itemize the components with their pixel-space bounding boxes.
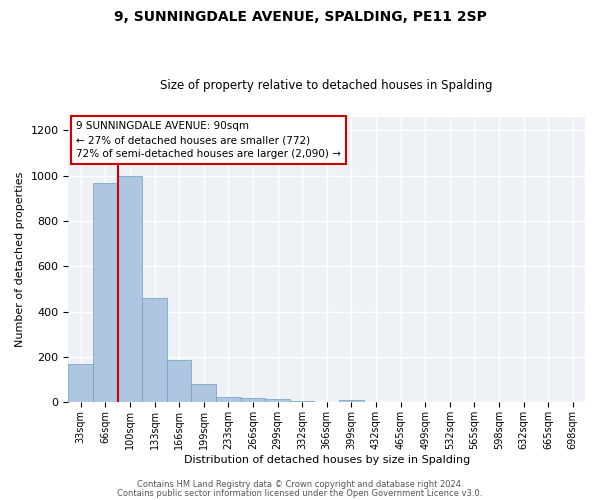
Bar	[118, 176, 142, 402]
Text: 9 SUNNINGDALE AVENUE: 90sqm
← 27% of detached houses are smaller (772)
72% of se: 9 SUNNINGDALE AVENUE: 90sqm ← 27% of det…	[76, 121, 341, 159]
Bar	[339, 400, 364, 402]
Bar	[290, 400, 314, 402]
Text: Contains HM Land Registry data © Crown copyright and database right 2024.: Contains HM Land Registry data © Crown c…	[137, 480, 463, 489]
Bar	[216, 397, 241, 402]
Text: Contains public sector information licensed under the Open Government Licence v3: Contains public sector information licen…	[118, 488, 482, 498]
Text: 9, SUNNINGDALE AVENUE, SPALDING, PE11 2SP: 9, SUNNINGDALE AVENUE, SPALDING, PE11 2S…	[113, 10, 487, 24]
Title: Size of property relative to detached houses in Spalding: Size of property relative to detached ho…	[160, 79, 493, 92]
Bar	[68, 364, 93, 403]
Bar	[142, 298, 167, 403]
Bar	[265, 399, 290, 402]
Y-axis label: Number of detached properties: Number of detached properties	[15, 172, 25, 348]
X-axis label: Distribution of detached houses by size in Spalding: Distribution of detached houses by size …	[184, 455, 470, 465]
Bar	[167, 360, 191, 403]
Bar	[191, 384, 216, 402]
Bar	[241, 398, 265, 402]
Bar	[93, 182, 118, 402]
